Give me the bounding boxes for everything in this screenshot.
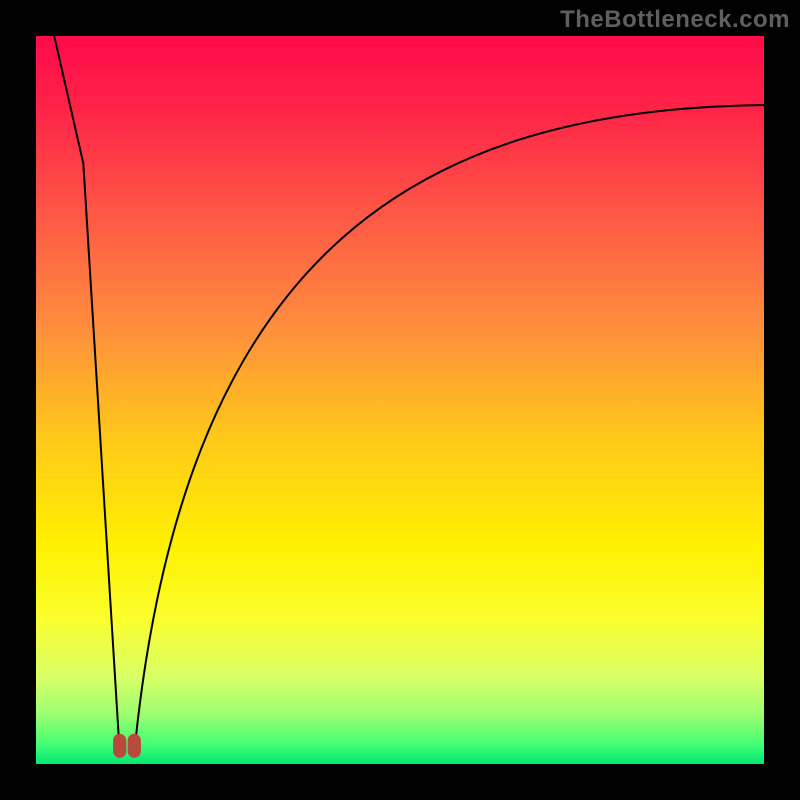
plot-background (36, 36, 764, 764)
chart-frame: TheBottleneck.com (0, 0, 800, 800)
bottleneck-chart (0, 0, 800, 800)
